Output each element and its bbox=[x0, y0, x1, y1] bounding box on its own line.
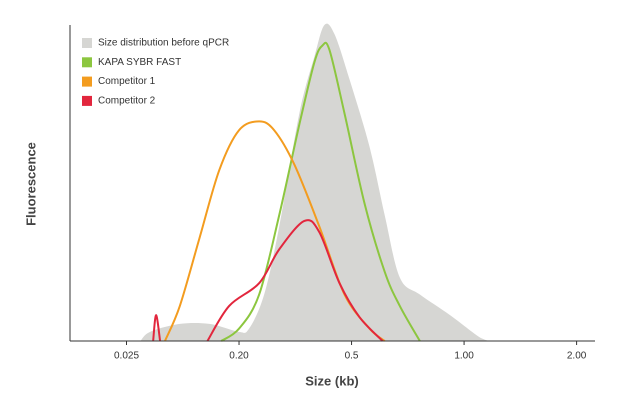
legend-label: Competitor 2 bbox=[98, 96, 156, 107]
line bbox=[220, 41, 421, 342]
line bbox=[152, 314, 162, 342]
legend-swatch bbox=[82, 76, 92, 87]
x-tick-label: 0.20 bbox=[229, 351, 249, 362]
x-tick-label: 2.00 bbox=[567, 351, 587, 362]
x-axis-title: Size (kb) bbox=[305, 373, 358, 388]
legend-label: Size distribution before qPCR bbox=[98, 38, 229, 49]
legend-swatch bbox=[82, 95, 92, 106]
legend-label: Competitor 1 bbox=[98, 76, 156, 87]
legend-swatch bbox=[82, 57, 92, 68]
x-tick-label: 1.00 bbox=[454, 351, 474, 362]
legend-swatch bbox=[82, 38, 92, 48]
legend-label: KAPA SYBR FAST bbox=[98, 57, 181, 68]
plot-area bbox=[140, 23, 490, 342]
line bbox=[206, 219, 384, 342]
x-tick-label: 0.025 bbox=[114, 351, 139, 362]
area bbox=[140, 23, 490, 341]
x-tick-label: 0.5 bbox=[345, 351, 359, 362]
y-axis-title: Fluorescence bbox=[23, 142, 38, 226]
